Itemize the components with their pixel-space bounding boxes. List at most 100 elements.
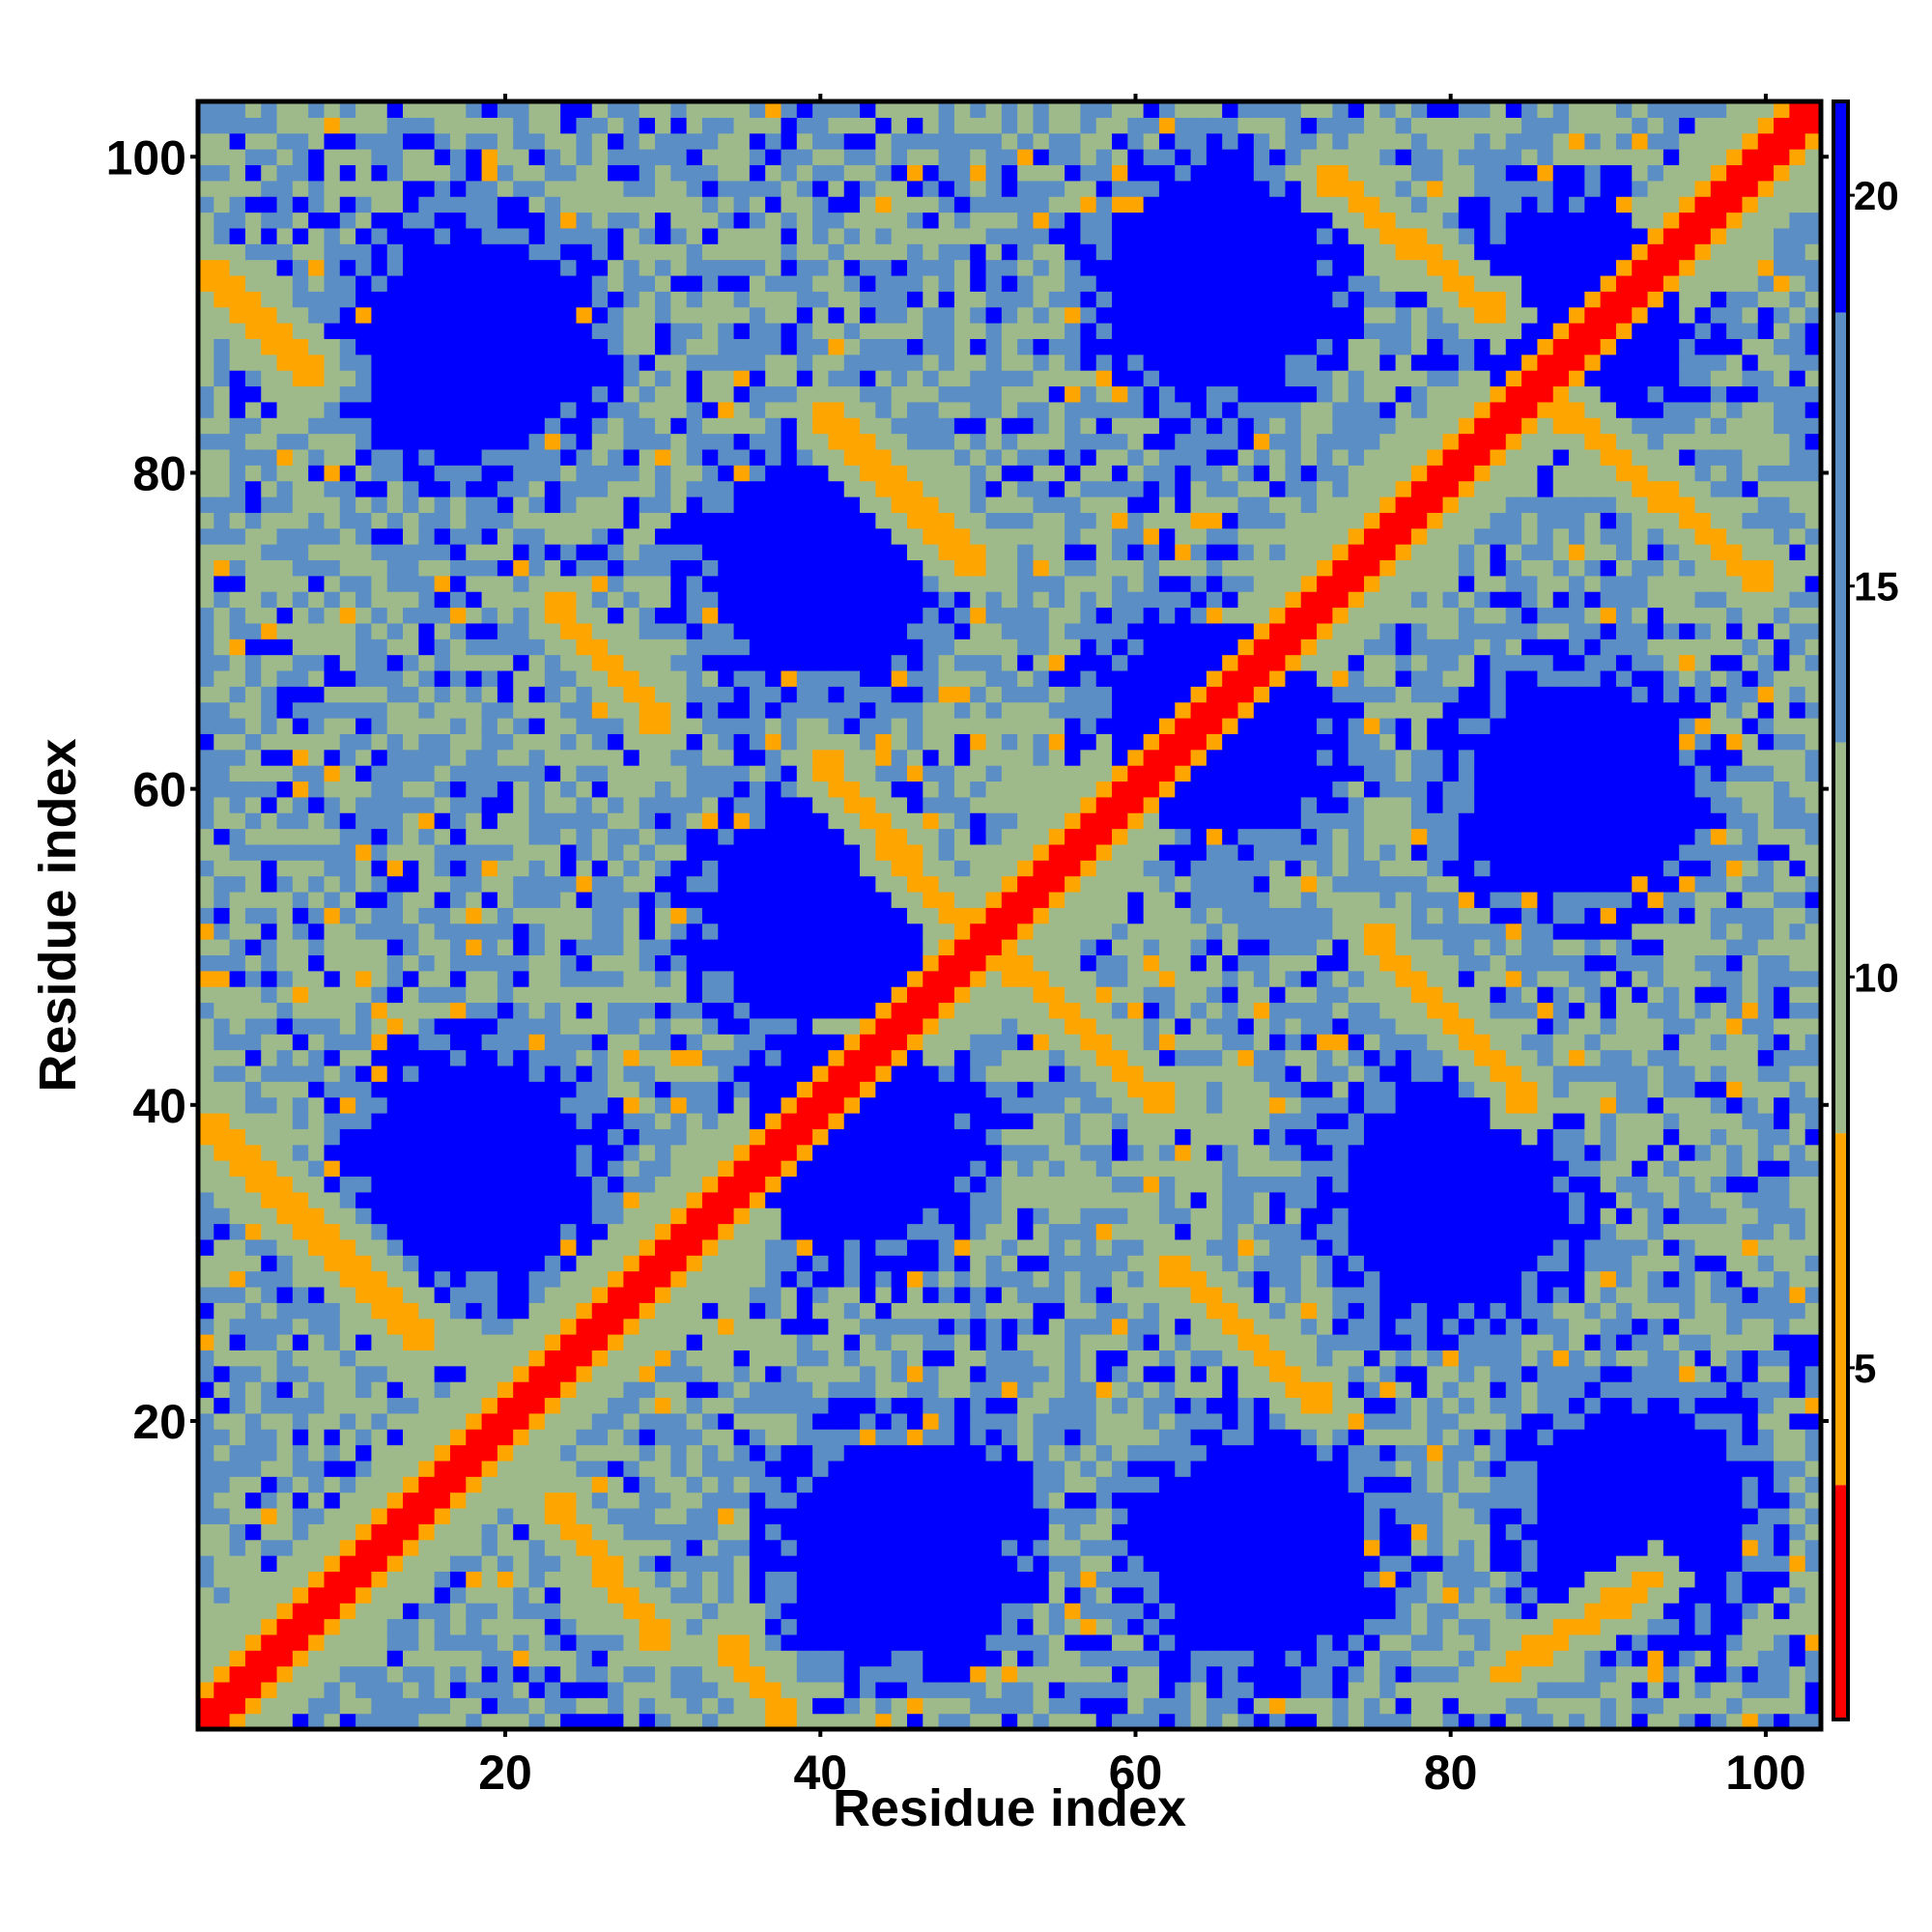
heatmap-cell bbox=[466, 686, 483, 703]
heatmap-cell bbox=[339, 1381, 356, 1399]
heatmap-cell bbox=[796, 1255, 813, 1272]
heatmap-cell bbox=[906, 1350, 923, 1367]
heatmap-cell bbox=[292, 1365, 309, 1382]
heatmap-cell bbox=[386, 559, 404, 577]
heatmap-cell bbox=[623, 1302, 640, 1320]
heatmap-cell bbox=[686, 544, 703, 561]
heatmap-cell bbox=[701, 1208, 719, 1225]
heatmap-cell bbox=[938, 954, 955, 972]
heatmap-cell bbox=[386, 923, 404, 940]
heatmap-cell bbox=[513, 1144, 530, 1161]
heatmap-cell bbox=[544, 1713, 561, 1730]
heatmap-cell bbox=[339, 1112, 356, 1129]
heatmap-cell bbox=[639, 1081, 656, 1098]
heatmap-cell bbox=[860, 1286, 876, 1303]
heatmap-cell bbox=[560, 828, 578, 845]
heatmap-cell bbox=[718, 781, 735, 798]
heatmap-cell bbox=[796, 1191, 813, 1208]
heatmap-cell bbox=[670, 622, 688, 639]
heatmap-cell bbox=[576, 1681, 593, 1698]
heatmap-cell bbox=[261, 1160, 278, 1178]
heatmap-cell bbox=[686, 164, 703, 182]
heatmap-cell bbox=[466, 164, 483, 182]
heatmap-cell bbox=[701, 227, 719, 244]
heatmap-cell bbox=[718, 227, 735, 244]
heatmap-cell bbox=[828, 765, 845, 782]
heatmap-cell bbox=[906, 496, 923, 513]
heatmap-cell bbox=[371, 212, 388, 229]
heatmap-cell bbox=[639, 1555, 656, 1573]
heatmap-cell bbox=[781, 1223, 798, 1240]
heatmap-cell bbox=[765, 544, 782, 561]
heatmap-cell bbox=[466, 433, 483, 450]
heatmap-cell bbox=[449, 1681, 467, 1698]
heatmap-cell bbox=[449, 686, 467, 703]
heatmap-cell bbox=[923, 1634, 940, 1651]
heatmap-cell bbox=[544, 1397, 561, 1414]
heatmap-cell bbox=[213, 370, 231, 387]
heatmap-cell bbox=[481, 828, 498, 845]
heatmap-cell bbox=[749, 1444, 766, 1462]
heatmap-cell bbox=[292, 1618, 309, 1635]
heatmap-cell bbox=[639, 1318, 656, 1335]
heatmap-cell bbox=[860, 1492, 876, 1509]
heatmap-cell bbox=[497, 1191, 514, 1208]
heatmap-cell bbox=[828, 1618, 845, 1635]
heatmap-cell bbox=[891, 669, 908, 687]
heatmap-cell bbox=[308, 480, 326, 497]
heatmap-cell bbox=[718, 1176, 735, 1193]
heatmap-cell bbox=[686, 417, 703, 435]
heatmap-cell bbox=[591, 891, 609, 908]
heatmap-cell bbox=[449, 1350, 467, 1367]
heatmap-cell bbox=[765, 1650, 782, 1667]
heatmap-cell bbox=[591, 1255, 609, 1272]
heatmap-cell bbox=[292, 1603, 309, 1620]
heatmap-cell bbox=[906, 891, 923, 908]
heatmap-cell bbox=[639, 575, 656, 592]
heatmap-cell bbox=[560, 417, 578, 435]
heatmap-cell bbox=[906, 1302, 923, 1320]
heatmap-cell bbox=[355, 448, 373, 466]
heatmap-cell bbox=[308, 781, 326, 798]
heatmap-cell bbox=[639, 1444, 656, 1462]
heatmap-cell bbox=[623, 1650, 640, 1667]
heatmap-cell bbox=[781, 891, 798, 908]
heatmap-cell bbox=[938, 970, 955, 987]
heatmap-cell bbox=[623, 749, 640, 766]
heatmap-cell bbox=[701, 749, 719, 766]
heatmap-cell bbox=[528, 1444, 546, 1462]
heatmap-cell bbox=[497, 1681, 514, 1698]
heatmap-cell bbox=[449, 243, 467, 261]
heatmap-cell bbox=[733, 433, 751, 450]
heatmap-cell bbox=[528, 496, 546, 513]
heatmap-cell bbox=[324, 1002, 341, 1019]
heatmap-cell bbox=[292, 1160, 309, 1178]
heatmap-cell bbox=[544, 907, 561, 924]
heatmap-cell bbox=[655, 496, 671, 513]
heatmap-cell bbox=[229, 1318, 246, 1335]
heatmap-cell bbox=[670, 701, 688, 719]
heatmap-cell bbox=[781, 496, 798, 513]
heatmap-cell bbox=[513, 180, 530, 197]
heatmap-cell bbox=[449, 796, 467, 813]
heatmap-cell bbox=[213, 1034, 231, 1051]
heatmap-cell bbox=[292, 1096, 309, 1114]
heatmap-cell bbox=[812, 1460, 830, 1477]
heatmap-cell bbox=[718, 1460, 735, 1477]
heatmap-cell bbox=[466, 954, 483, 972]
heatmap-cell bbox=[434, 559, 451, 577]
heatmap-cell bbox=[261, 196, 278, 213]
heatmap-cell bbox=[576, 954, 593, 972]
heatmap-cell bbox=[244, 907, 262, 924]
heatmap-cell bbox=[828, 749, 845, 766]
heatmap-cell bbox=[828, 323, 845, 339]
heatmap-cell bbox=[544, 559, 561, 577]
heatmap-cell bbox=[938, 1555, 955, 1573]
heatmap-cell bbox=[733, 544, 751, 561]
heatmap-cell bbox=[560, 1507, 578, 1524]
heatmap-cell bbox=[198, 749, 214, 766]
heatmap-cell bbox=[875, 1713, 893, 1730]
heatmap-cell bbox=[449, 860, 467, 877]
heatmap-cell bbox=[418, 180, 436, 197]
heatmap-cell bbox=[701, 1144, 719, 1161]
